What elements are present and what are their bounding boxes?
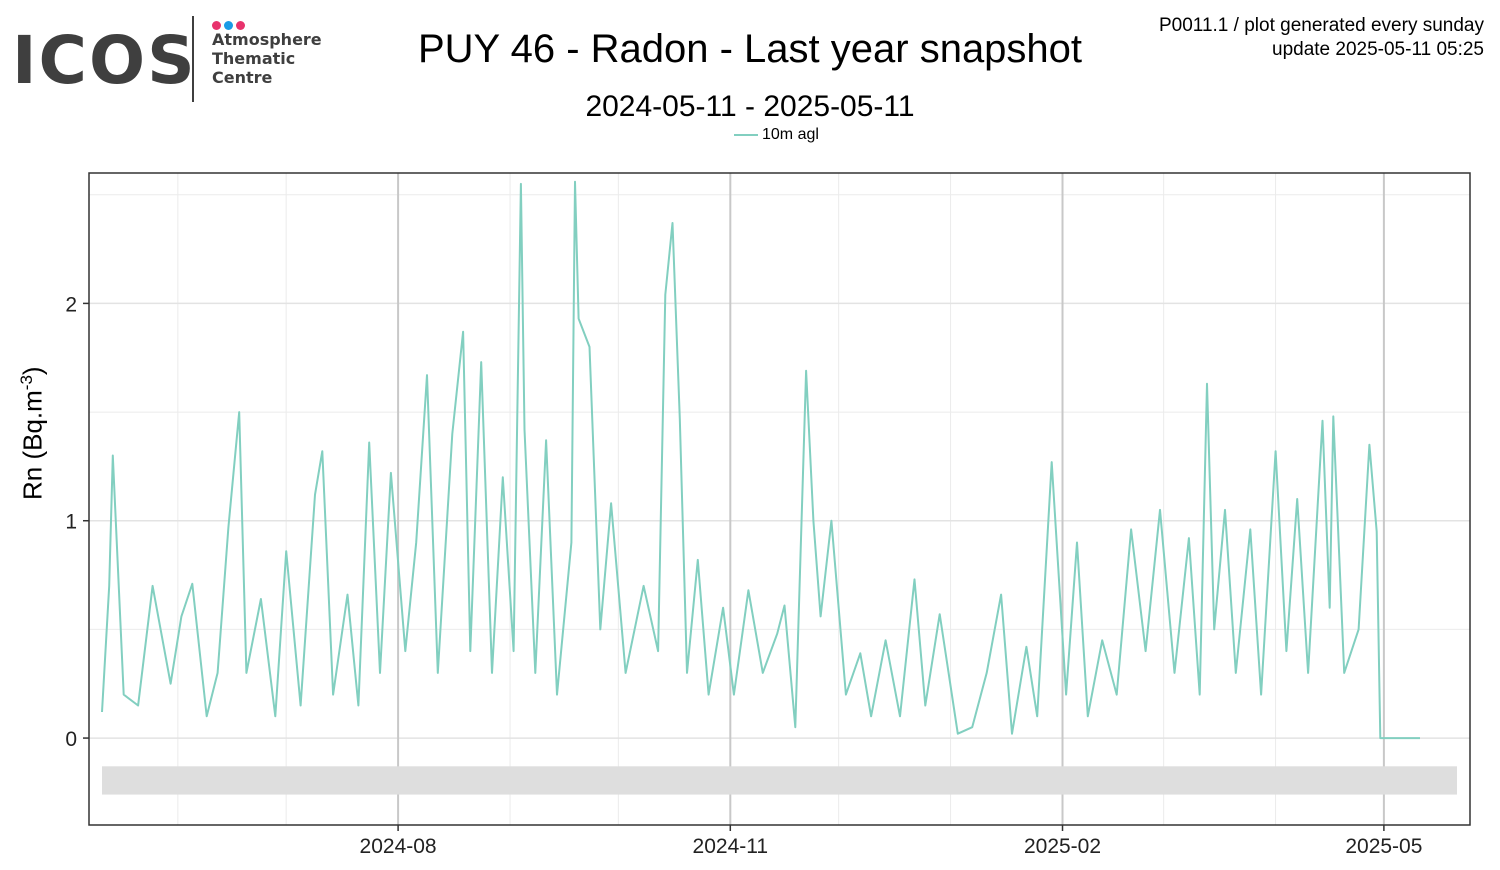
logo-subtitle: Atmosphere Thematic Centre xyxy=(212,30,322,87)
icos-logo: ICOS Atmosphere Thematic Centre xyxy=(10,12,330,107)
generation-info: P0011.1 / plot generated every sunday up… xyxy=(1159,14,1484,62)
x-tick-label: 2024-08 xyxy=(360,835,437,858)
logo-line-2: Thematic xyxy=(212,49,296,68)
x-tick-label: 2025-05 xyxy=(1345,835,1422,858)
logo-line-1: Atmosphere xyxy=(212,30,322,49)
update-timestamp: update 2025-05-11 05:25 xyxy=(1272,39,1484,60)
legend: 10m agl xyxy=(734,125,819,145)
logo-dot xyxy=(236,21,245,30)
flag-band xyxy=(102,766,1457,795)
logo-dot xyxy=(224,21,233,30)
plot-panel-border xyxy=(88,172,1471,826)
logo-divider xyxy=(192,16,194,102)
logo-dot xyxy=(212,21,221,30)
y-tick-label: 0 xyxy=(65,728,77,751)
legend-line-icon xyxy=(734,134,758,136)
icos-wordmark: ICOS xyxy=(12,22,197,99)
plot-id-text: P0011.1 / plot generated every sunday xyxy=(1159,15,1484,36)
x-tick-label: 2024-11 xyxy=(693,835,769,858)
x-tick-label: 2025-02 xyxy=(1024,835,1101,858)
series-line-10m-agl xyxy=(101,180,1420,740)
chart-subtitle: 2024-05-11 - 2025-05-11 xyxy=(585,90,915,123)
logo-line-3: Centre xyxy=(212,68,273,87)
legend-label: 10m agl xyxy=(762,126,819,143)
chart-title: PUY 46 - Radon - Last year snapshot xyxy=(417,27,1083,71)
logo-dots-icon xyxy=(212,17,248,35)
y-tick-label: 2 xyxy=(65,293,77,316)
y-tick-label: 1 xyxy=(65,511,77,534)
